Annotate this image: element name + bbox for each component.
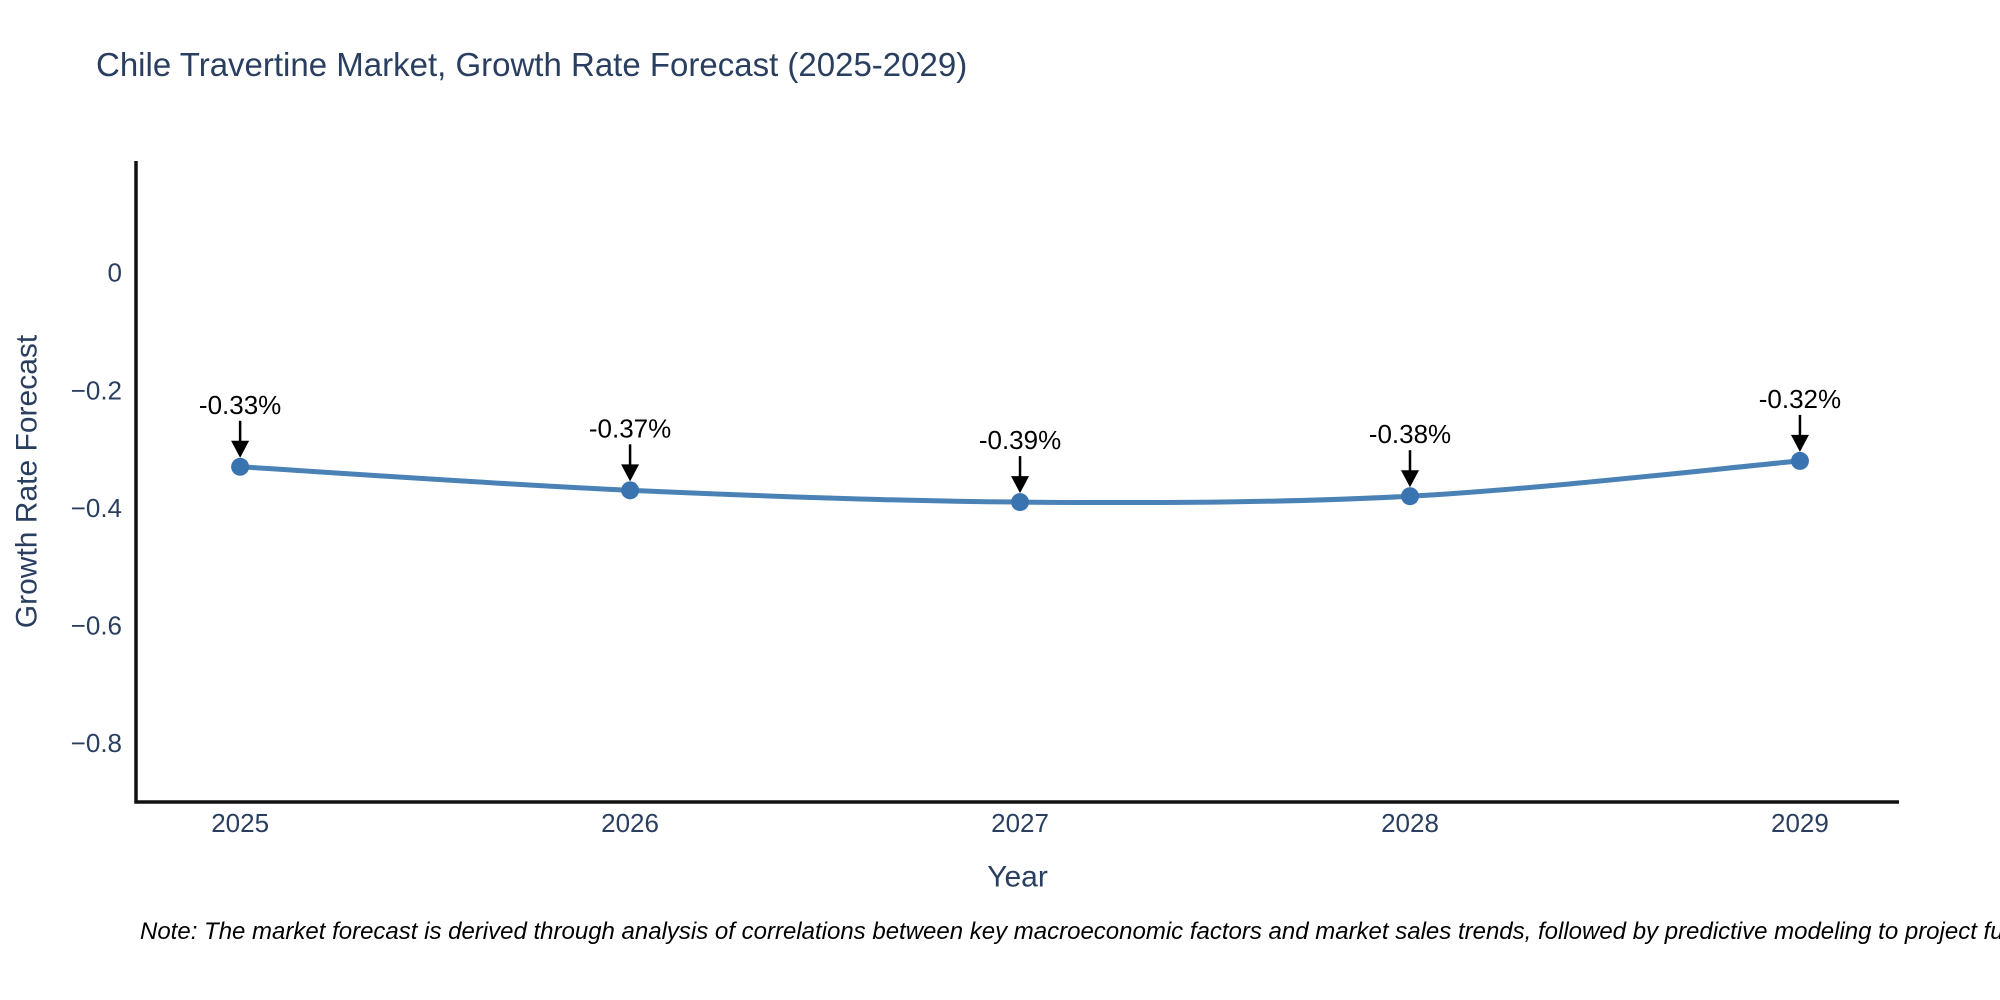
y-tick-label: −0.8 [71, 728, 122, 758]
x-tick-label: 2029 [1771, 808, 1829, 838]
data-point-label: -0.38% [1369, 419, 1451, 449]
chart-title: Chile Travertine Market, Growth Rate For… [96, 46, 968, 83]
axes-lines [134, 161, 1899, 804]
data-point-label: -0.39% [979, 425, 1061, 455]
annotation-arrow-head [231, 440, 250, 458]
y-tick-label: −0.2 [71, 375, 122, 405]
data-point-marker [231, 457, 250, 476]
chart-footnote: Note: The market forecast is derived thr… [140, 918, 2000, 945]
data-point-marker [1011, 493, 1030, 512]
x-axis-title: Year [987, 861, 1048, 894]
x-tick-label: 2026 [601, 808, 659, 838]
y-axis-title: Growth Rate Forecast [11, 334, 44, 628]
data-point-marker [1400, 487, 1419, 506]
y-tick-label: 0 [108, 258, 122, 288]
x-tick-label: 2025 [211, 808, 269, 838]
data-point-label: -0.37% [589, 413, 671, 443]
data-point-marker [621, 481, 640, 500]
annotation-arrow-head [1400, 470, 1419, 488]
annotation-arrow-head [621, 464, 640, 482]
data-point-label: -0.32% [1759, 384, 1841, 414]
x-tick-label: 2027 [991, 808, 1049, 838]
annotation-arrow-head [1790, 434, 1809, 452]
annotation-arrow-head [1011, 476, 1030, 494]
x-tick-label: 2028 [1381, 808, 1439, 838]
data-point-marker [1790, 451, 1809, 470]
y-tick-label: −0.4 [71, 493, 122, 523]
data-point-label: -0.33% [199, 390, 281, 420]
y-tick-label: −0.6 [71, 611, 122, 641]
